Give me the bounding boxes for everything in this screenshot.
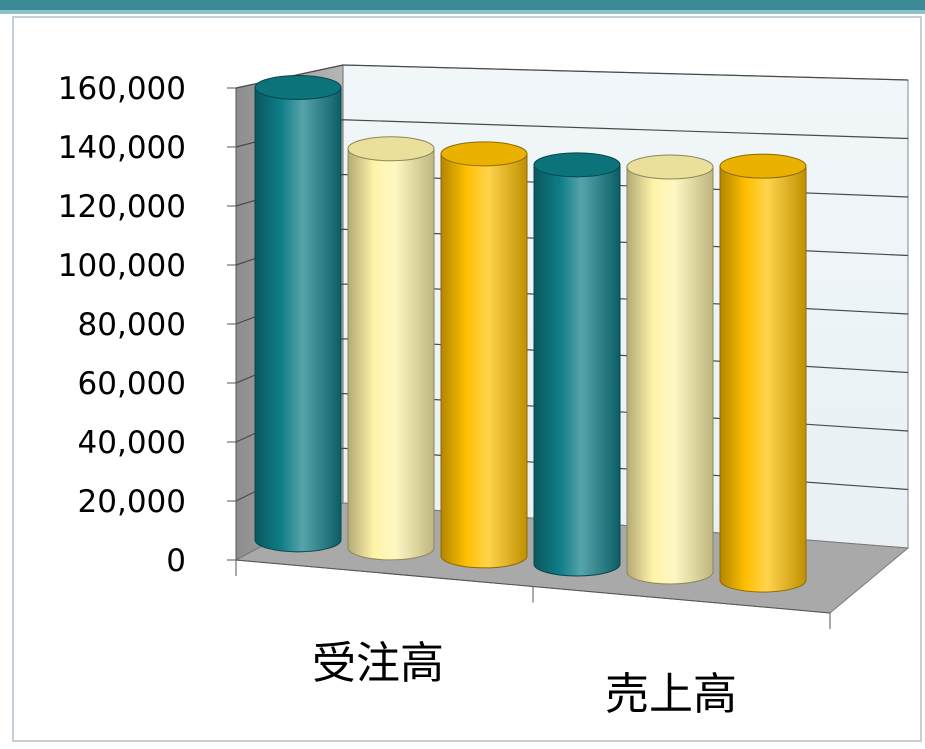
bar-body (254, 86, 342, 553)
bar-top (440, 141, 528, 167)
x-category-label: 売上高 (605, 669, 737, 720)
bar-top (626, 154, 714, 180)
bar (254, 74, 342, 553)
bar (440, 141, 528, 569)
y-tick-label: 100,000 (58, 248, 186, 284)
bar-top (347, 136, 435, 162)
top-band (0, 0, 925, 10)
bar-body (626, 166, 714, 585)
y-tick-label: 40,000 (78, 425, 186, 461)
y-tick-label: 160,000 (58, 71, 186, 107)
bar-body (440, 153, 528, 569)
y-tick-label: 140,000 (58, 130, 186, 166)
y-tick-label: 0 (166, 543, 186, 579)
x-category-label: 受注高 (312, 638, 444, 689)
bar (626, 154, 714, 585)
top-band-highlight (0, 10, 925, 14)
bar-body (533, 164, 621, 577)
y-tick-label: 20,000 (78, 484, 186, 520)
bar-top (254, 74, 342, 100)
bars (254, 74, 807, 593)
y-tick-label: 60,000 (78, 366, 186, 402)
bar-body (719, 165, 807, 593)
bar-body (347, 148, 435, 561)
bar (719, 153, 807, 593)
y-tick-label: 80,000 (78, 307, 186, 343)
y-axis: 0 20,000 40,000 60,000 80,000 100,000 120,000 1… (58, 71, 237, 579)
x-axis (235, 559, 831, 629)
bar (347, 136, 435, 561)
bar (533, 152, 621, 577)
y-tick-label: 120,000 (58, 189, 186, 225)
bar-top (533, 152, 621, 178)
bar-top (719, 153, 807, 179)
